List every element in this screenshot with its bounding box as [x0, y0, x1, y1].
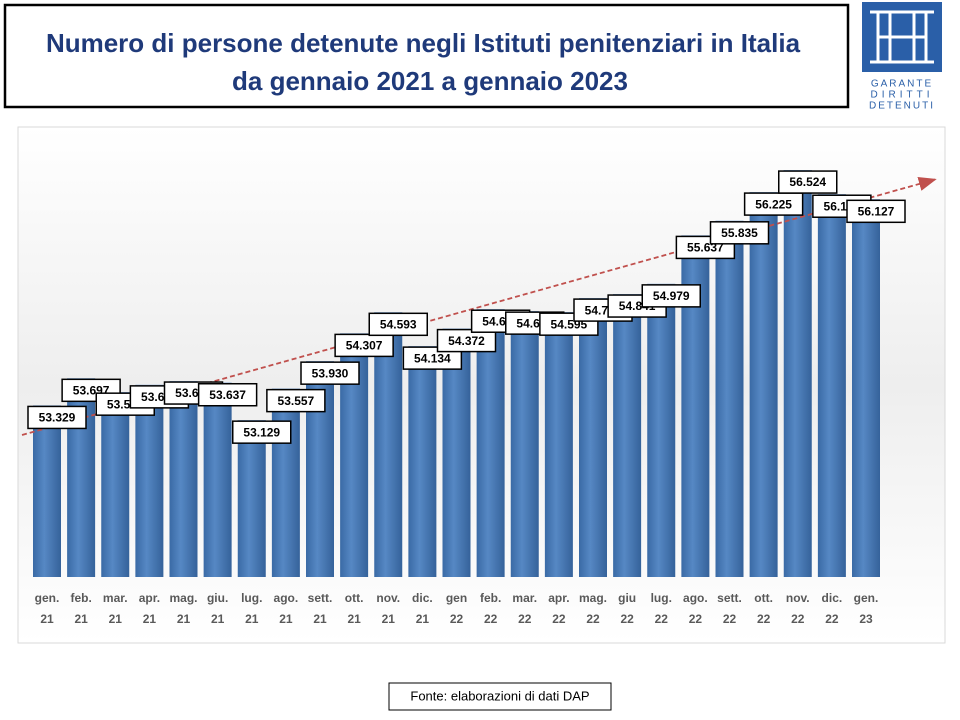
data-label: 54.979 [653, 289, 690, 303]
data-label: 53.129 [243, 425, 280, 439]
bar [579, 298, 607, 577]
data-label: 55.835 [721, 226, 758, 240]
x-tick-label: apr. 21 [138, 591, 161, 626]
bar [783, 170, 812, 577]
data-label-box [334, 333, 394, 358]
x-tick-label: feb. 22 [479, 591, 502, 626]
data-label: 54.134 [414, 351, 451, 365]
data-label: 53.930 [312, 366, 349, 380]
data-label-box [436, 328, 497, 353]
bar [135, 384, 164, 577]
data-label: 53.637 [209, 388, 246, 402]
data-label-box [368, 312, 428, 337]
x-tick-label: lug. 21 [241, 591, 263, 626]
data-label: 56.524 [789, 175, 826, 189]
data-label: 54.372 [448, 334, 485, 348]
x-tick-label: mag. 21 [169, 591, 198, 626]
data-label-box [402, 346, 463, 370]
source-box [388, 682, 612, 711]
x-tick-label: feb. 21 [70, 591, 92, 626]
bar [408, 346, 437, 577]
data-label: 54.593 [380, 317, 417, 331]
trendline [21, 176, 937, 436]
x-tick-label: nov. 21 [376, 591, 401, 626]
data-label-box [27, 405, 87, 430]
bar [510, 311, 539, 577]
bar [749, 192, 778, 577]
x-tick-label: nov. 22 [785, 591, 810, 626]
x-tick-label: sett. 22 [717, 591, 742, 626]
x-tick-label: giu. 21 [206, 591, 229, 626]
data-label: 53.329 [39, 411, 76, 425]
x-tick-label: mar. 21 [102, 591, 128, 626]
data-label: 54.307 [346, 339, 383, 353]
bar [169, 381, 198, 577]
data-label-box [232, 420, 292, 444]
data-label-box [778, 170, 838, 194]
x-tick-label: gen. 21 [34, 591, 60, 626]
data-label-box [266, 388, 326, 413]
x-tick-label: dic. 22 [821, 591, 843, 626]
data-label-box [641, 284, 701, 308]
data-label-box [300, 361, 360, 385]
logo-text: GARANTE [871, 79, 933, 90]
x-tick-label: ott. 21 [344, 591, 364, 626]
bar [852, 199, 880, 577]
data-label: 56.127 [858, 204, 895, 218]
bar [101, 392, 130, 577]
chart-title: Numero di persone detenute negli Istitut… [46, 28, 801, 58]
bar [476, 309, 505, 577]
bar [647, 283, 676, 577]
x-tick-label: apr. 22 [548, 591, 570, 626]
bar [203, 382, 232, 577]
x-tick-label: ott. 22 [754, 591, 773, 626]
bar [237, 420, 266, 577]
logo-text: DIRITTI [871, 90, 934, 101]
logo: GARANTE DIRITTI DETENUTI [862, 2, 942, 112]
x-tick-label: mar. 22 [512, 591, 538, 626]
chart-title: da gennaio 2021 a gennaio 2023 [232, 66, 628, 96]
x-tick-label: dic. 21 [412, 591, 433, 626]
x-tick-label: mag. 22 [578, 591, 607, 626]
bar [613, 294, 642, 577]
x-tick-label: gen. 23 [853, 591, 879, 626]
data-label: 53.557 [278, 394, 315, 408]
data-label-box [197, 382, 258, 407]
bar [271, 388, 300, 577]
title-box [3, 3, 850, 109]
data-label-box [846, 199, 906, 224]
data-label-box [743, 192, 804, 216]
logo-text: DETENUTI [869, 101, 935, 112]
bar [33, 405, 61, 577]
x-tick-label: sett. 21 [307, 591, 333, 626]
x-tick-label: giu 22 [618, 591, 637, 626]
bar [442, 328, 471, 577]
x-tick-label: ago. 22 [683, 591, 708, 626]
x-tick-label: gen 22 [445, 591, 468, 626]
bar [544, 312, 573, 577]
bar [817, 194, 846, 577]
bar [715, 220, 744, 578]
data-label: 56.225 [755, 197, 792, 211]
source: Fonte: elaborazioni di dati DAP [410, 688, 589, 703]
x-tick-label: lug. 22 [650, 591, 672, 626]
data-label-box [709, 221, 770, 245]
logo-symbol [870, 10, 934, 64]
x-tick-label: ago. 21 [273, 591, 299, 626]
